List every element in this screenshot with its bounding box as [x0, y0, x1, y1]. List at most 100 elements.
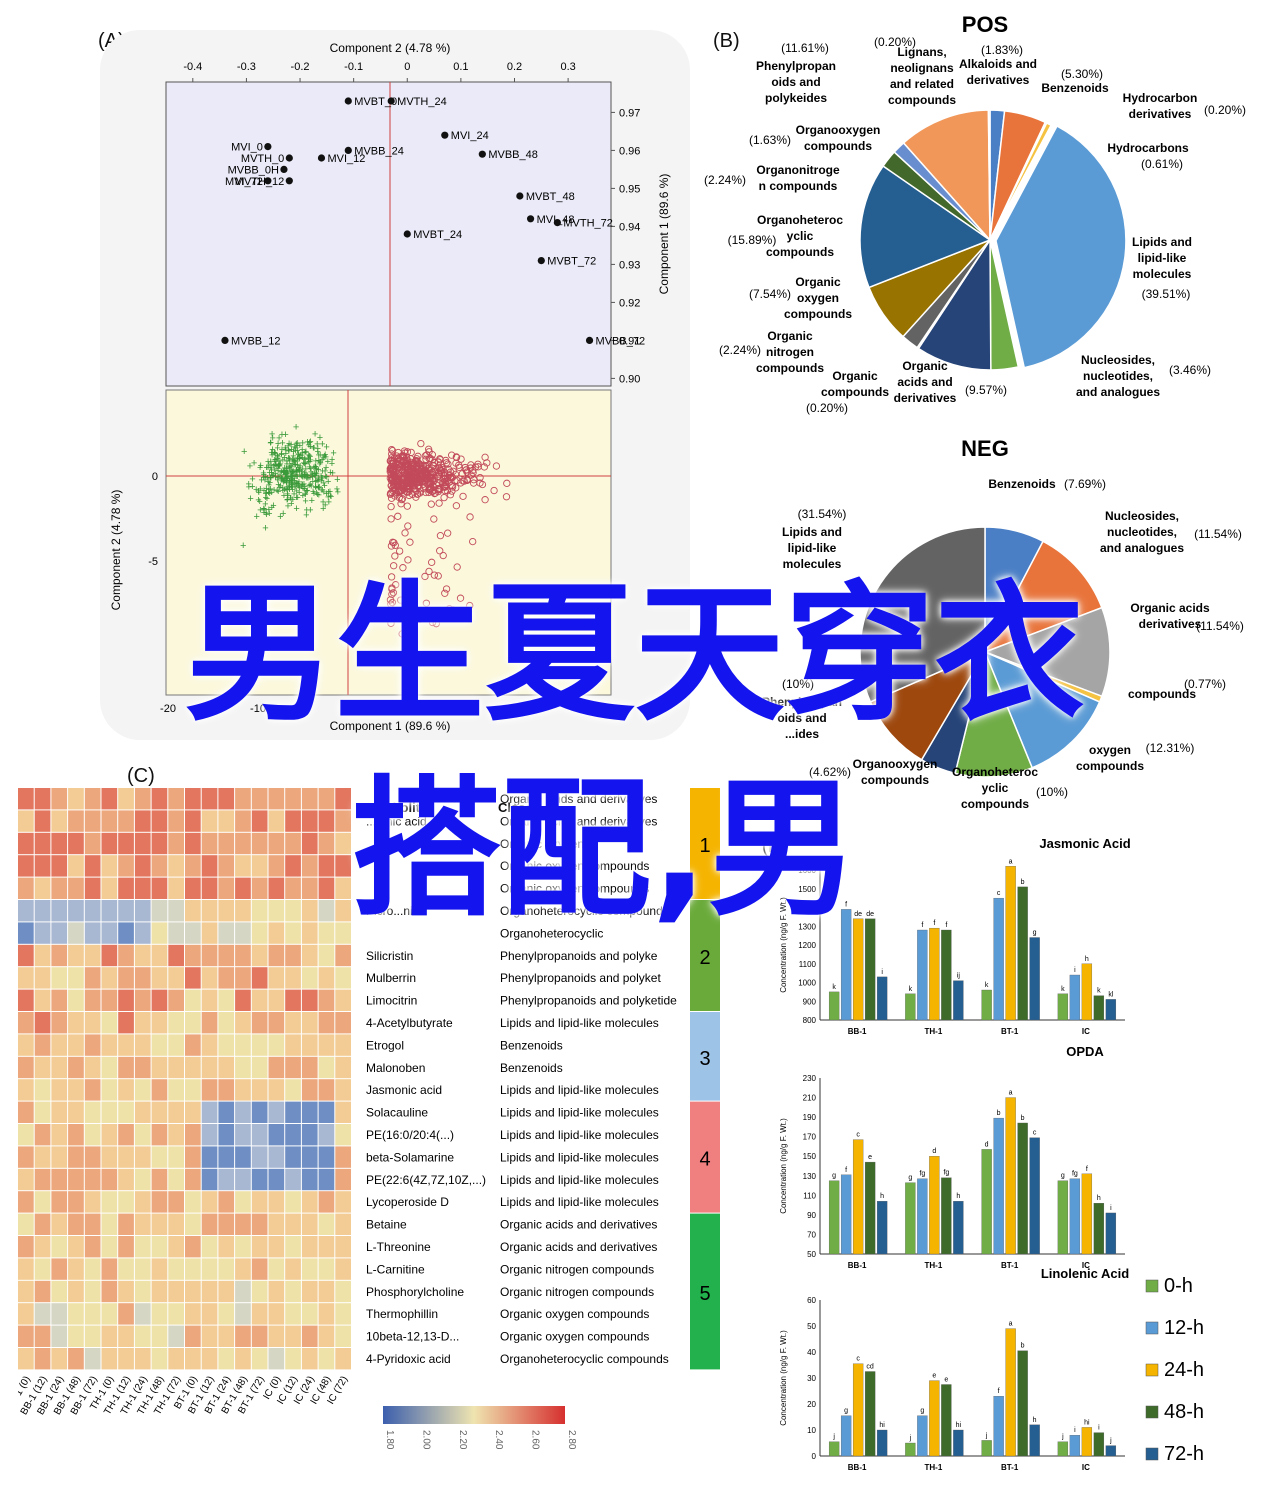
loading-circle — [434, 572, 442, 580]
heatmap-cell — [84, 1303, 101, 1325]
loading-plus: + — [299, 447, 305, 459]
heatmap-cell — [268, 1280, 285, 1303]
bar-letter: fg — [1072, 1171, 1078, 1178]
loading-plus: + — [293, 456, 299, 468]
loading-circle — [410, 468, 418, 476]
heatmap-cell — [68, 1348, 84, 1370]
cluster-label: 1 — [699, 835, 710, 857]
loading-plus: + — [265, 456, 271, 468]
heatmap-cell — [335, 877, 351, 899]
loading-plus: + — [275, 463, 281, 475]
heatmap-cell — [168, 877, 184, 899]
loading-plus: + — [281, 474, 287, 486]
heatmap-cell — [318, 1012, 335, 1034]
loading-plus: + — [321, 480, 327, 492]
heatmap-cell — [134, 810, 151, 832]
heatmap-cell — [251, 1034, 268, 1056]
heatmap-cell — [251, 967, 268, 989]
loading-plus: + — [286, 438, 292, 450]
heatmap-cell — [18, 1124, 34, 1146]
loading-plus: + — [241, 446, 247, 458]
loading-plus: + — [290, 455, 296, 467]
loading-circle — [466, 513, 474, 521]
panel-label-d: (D) — [762, 836, 787, 856]
heatmap-cell — [168, 1034, 184, 1056]
panel-label-c: (C) — [127, 765, 155, 787]
loading-plus: + — [288, 471, 294, 483]
bar — [1017, 1350, 1028, 1457]
x-category-label: BT-1 — [1001, 1261, 1019, 1270]
top-tick-label: -0.3 — [237, 61, 256, 73]
heatmap-cell — [101, 900, 118, 922]
loading-plus: + — [298, 471, 304, 483]
loading-plus: + — [283, 478, 289, 490]
loading-plus: + — [299, 464, 305, 476]
left-tick-label: -5 — [148, 556, 158, 568]
loading-plus: + — [290, 466, 296, 478]
row-class-label: Lipids and lipid-like molecules — [500, 1128, 659, 1142]
loading-plus: + — [291, 489, 297, 501]
loading-plus: + — [276, 461, 282, 473]
heatmap-cell — [168, 1348, 184, 1370]
score-point — [285, 177, 293, 185]
loading-plus: + — [302, 454, 308, 466]
cluster-bar — [690, 1012, 720, 1101]
heatmap-cell — [268, 1348, 285, 1370]
row-class-label: Lipids and lipid-like molecules — [500, 1106, 659, 1120]
heatmap-cell — [235, 832, 251, 855]
heatmap-cell — [318, 810, 335, 832]
bar-letter: e — [932, 1373, 936, 1380]
heatmap-cell — [185, 1034, 201, 1056]
heatmap-cell — [201, 855, 218, 877]
loading-plus: + — [284, 458, 290, 470]
heatmap-cell — [285, 989, 301, 1011]
heatmap-cell — [268, 989, 285, 1011]
heatmap-cell — [185, 1213, 201, 1235]
heatmap-cell — [268, 1012, 285, 1034]
row-class-label: Organoheterocyclic — [500, 926, 603, 940]
heatmap-cell — [301, 1258, 318, 1280]
heatmap-cell — [84, 900, 101, 922]
heatmap-cell — [68, 1236, 84, 1258]
pie-slice-pct: (3.46%) — [1169, 363, 1211, 377]
loading-plus: + — [316, 455, 322, 467]
loading-plus: + — [275, 438, 281, 450]
score-point-label: MVTH_12 — [235, 176, 285, 188]
loadings-cloud: +++++++++++++ ++++++ ++ +++++++ ++++++++++++… — [240, 422, 511, 638]
heatmap-cell — [318, 1348, 335, 1370]
heatmap-cell — [285, 832, 301, 855]
loading-circle — [398, 615, 406, 623]
bar — [1093, 1432, 1105, 1457]
loading-plus: + — [265, 462, 271, 474]
heatmap-cell — [285, 1146, 301, 1168]
pie-slice — [869, 650, 987, 761]
heatmap-cell — [134, 1124, 151, 1146]
bar — [840, 909, 852, 1021]
pie-slice-pct: (0.20%) — [874, 35, 916, 49]
heatmap-cell — [68, 1079, 84, 1101]
heatmap-cell — [118, 1258, 134, 1280]
heatmap-cell — [251, 1191, 268, 1213]
pie-slice-label: acids and — [897, 375, 952, 389]
heatmap-cell — [134, 855, 151, 877]
bar-letter: g — [844, 1408, 848, 1415]
loading-plus: + — [315, 464, 321, 476]
heatmap-cell — [218, 1101, 235, 1123]
bar-letter: i — [1074, 1427, 1076, 1434]
loading-plus: + — [295, 448, 301, 460]
pie-slice — [995, 125, 1127, 369]
score-point-label: MVBT_0 — [354, 96, 397, 108]
heatmap-cell — [285, 1236, 301, 1258]
heatmap-cell — [84, 855, 101, 877]
loading-plus: + — [266, 484, 272, 496]
bar-letter: j — [1061, 1434, 1064, 1441]
loading-plus: + — [301, 467, 307, 479]
heatmap-cell — [168, 900, 184, 922]
loading-circle — [413, 462, 421, 470]
loading-plus: + — [285, 465, 291, 477]
pie-slice — [983, 650, 1101, 769]
loading-plus: + — [317, 432, 323, 444]
heatmap-cell — [34, 855, 51, 877]
heatmap-cell — [134, 922, 151, 944]
loading-plus: + — [285, 481, 291, 493]
